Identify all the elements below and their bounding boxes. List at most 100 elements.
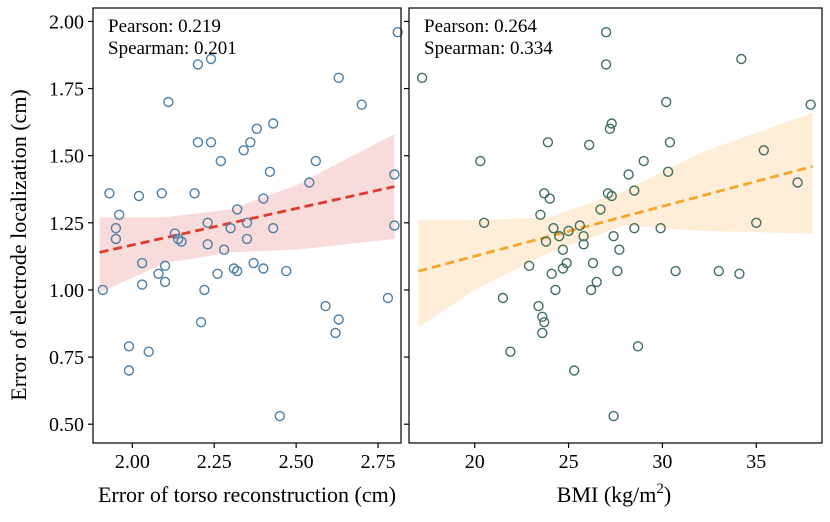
scatter-point	[281, 265, 292, 277]
scatter-point	[248, 257, 259, 269]
y-tick-label: 1.75	[49, 79, 84, 101]
scatter-point	[606, 190, 617, 202]
x-tick-label: 35	[746, 451, 766, 473]
scatter-point	[212, 268, 223, 279]
scatter-point	[258, 263, 269, 274]
scatter-point	[304, 177, 315, 188]
y-tick-label: 0.50	[49, 414, 84, 436]
scatter-point	[113, 209, 125, 221]
scatter-point	[136, 257, 148, 269]
scatter-point	[225, 222, 236, 234]
scatter-point	[505, 346, 516, 357]
scatter-point	[585, 284, 597, 296]
x-tick-label: 2.25	[197, 451, 232, 473]
scatter-point	[540, 236, 552, 247]
scatter-point	[258, 193, 269, 204]
scatter-point	[199, 284, 210, 296]
scatter-point	[569, 365, 580, 376]
scatter-point	[189, 188, 200, 199]
left-panel: 2.00 2.25 2.50 2.75 0.50 0.75 1.00 1.25 1.50 1.75…	[49, 7, 403, 473]
scatter-point	[392, 27, 403, 38]
scatter-point	[333, 314, 344, 325]
pearson-annotation: Pearson: 0.264	[424, 16, 537, 37]
scatter-point	[245, 137, 256, 148]
scatter-point	[670, 265, 681, 277]
x-tick-label: 20	[465, 451, 485, 473]
scatter-point	[159, 260, 171, 271]
scatter-point	[231, 265, 243, 277]
scatter-point	[169, 228, 181, 239]
scatter-point	[523, 260, 535, 271]
scatter-point	[557, 244, 569, 255]
scatter-point	[533, 300, 544, 312]
spearman-annotation: Spearman: 0.201	[108, 38, 237, 59]
scatter-point	[231, 204, 243, 215]
scatter-point	[629, 185, 640, 196]
scatter-point	[389, 220, 400, 231]
pearson-annotation: Pearson: 0.219	[108, 16, 221, 37]
scatter-point	[544, 193, 555, 204]
scatter-point	[110, 222, 122, 234]
scatter-point	[606, 118, 617, 129]
scatter-point	[110, 233, 122, 245]
scatter-point	[195, 317, 207, 328]
scatter-point	[563, 225, 574, 237]
left-x-axis-label: Error of torso reconstruction (cm)	[98, 482, 396, 507]
scatter-point	[537, 327, 548, 339]
scatter-point	[578, 239, 589, 250]
scatter-point	[734, 268, 745, 279]
scatter-point	[159, 276, 171, 288]
scatter-point	[153, 268, 164, 279]
scatter-point	[542, 137, 554, 148]
scatter-point	[241, 233, 253, 245]
scatter-point	[104, 188, 115, 199]
scatter-point	[497, 292, 509, 304]
scatter-point	[805, 99, 816, 110]
regression-line	[418, 165, 813, 273]
scatter-point	[587, 257, 599, 269]
scatter-point	[539, 188, 550, 199]
y-axis-label: Error of electrode localization (cm)	[6, 89, 31, 401]
scatter-point	[156, 188, 168, 199]
scatter-point	[623, 169, 634, 180]
x-tick-label: 25	[559, 451, 579, 473]
scatter-point	[548, 222, 559, 234]
scatter-point	[251, 123, 262, 135]
plot-frame	[92, 7, 402, 444]
scatter-point	[595, 204, 606, 215]
scatter-point	[382, 292, 394, 304]
scatter-point	[584, 139, 595, 151]
scatter-point	[629, 222, 640, 234]
scatter-point	[192, 59, 204, 70]
scatter-point	[632, 341, 644, 352]
scatter-point	[550, 284, 561, 296]
scatter-point	[664, 137, 676, 148]
scatter-point	[97, 284, 109, 296]
scatter-point	[608, 230, 619, 242]
scatter-point	[792, 177, 803, 188]
y-tick-label: 1.25	[49, 213, 84, 235]
scatter-point	[661, 96, 672, 108]
y-tick-label: 1.50	[49, 146, 84, 168]
scatter-point	[202, 217, 213, 229]
scatter-point	[268, 222, 279, 234]
scatter-point	[264, 166, 276, 178]
scatter-point	[578, 230, 589, 242]
scatter-point	[478, 217, 490, 229]
scatter-point	[638, 155, 649, 167]
scatter-point	[205, 137, 217, 148]
scatter-point	[561, 257, 572, 269]
scatter-point	[163, 96, 174, 108]
scatter-point	[215, 155, 227, 167]
y-tick-label: 2.00	[49, 11, 84, 33]
scatter-point	[176, 236, 187, 247]
confidence-band	[99, 134, 395, 293]
x-tick-label: 2.75	[361, 451, 396, 473]
scatter-point	[612, 265, 623, 277]
scatter-point	[330, 327, 341, 339]
scatter-point	[356, 99, 367, 110]
scatter-point	[192, 137, 204, 148]
y-tick-label: 0.75	[49, 347, 84, 369]
